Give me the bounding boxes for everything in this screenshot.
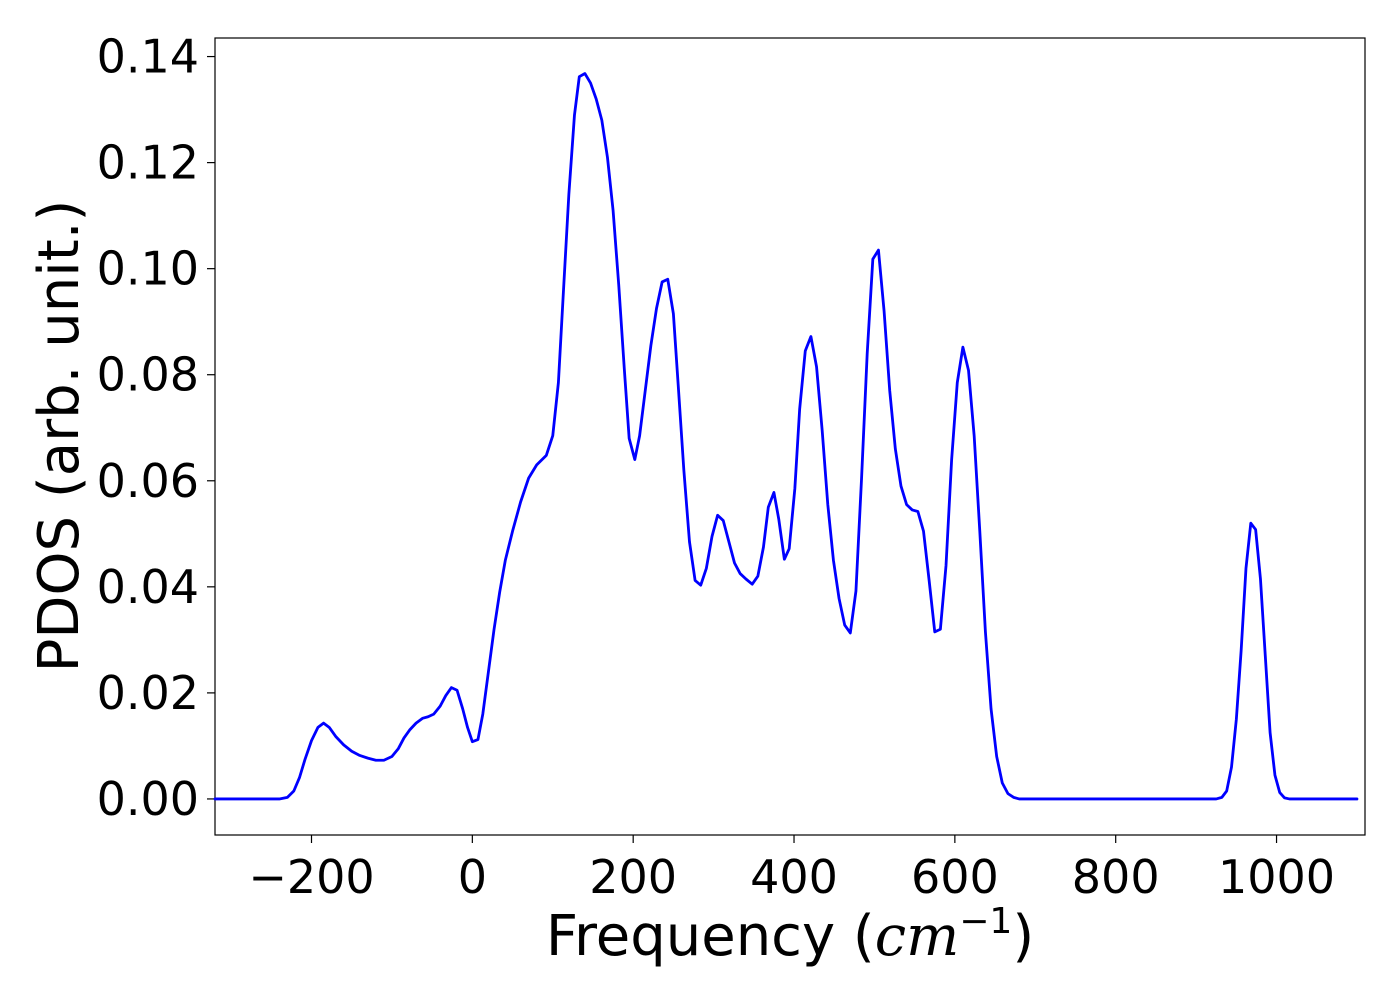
y-tick-label: 0.02 — [97, 666, 199, 720]
x-axis-ticks: −200 0 200 400 600 800 1000 — [248, 835, 1335, 904]
x-tick-label: 600 — [911, 850, 999, 904]
y-axis-label: PDOS (arb. unit.) — [27, 200, 92, 673]
x-tick-label: 800 — [1072, 850, 1160, 904]
y-tick-label: 0.00 — [97, 772, 199, 826]
x-axis-label: Frequency (cm−1) — [546, 901, 1034, 969]
y-axis-ticks: 0.00 0.02 0.04 0.06 0.08 0.10 0.12 0.14 — [97, 30, 215, 826]
y-tick-label: 0.06 — [97, 454, 199, 508]
plot-area-frame — [214, 37, 1366, 836]
y-tick-label: 0.08 — [97, 348, 199, 402]
x-tick-label: 1000 — [1218, 850, 1335, 904]
x-tick-label: 0 — [458, 850, 487, 904]
x-tick-label: 400 — [750, 850, 838, 904]
x-tick-label: −200 — [248, 850, 374, 904]
pdos-series-line — [213, 72, 1359, 801]
y-tick-label: 0.14 — [97, 30, 199, 84]
y-tick-label: 0.12 — [97, 136, 199, 190]
x-tick-label: 200 — [589, 850, 677, 904]
y-tick-label: 0.10 — [97, 242, 199, 296]
y-tick-label: 0.04 — [97, 560, 199, 614]
